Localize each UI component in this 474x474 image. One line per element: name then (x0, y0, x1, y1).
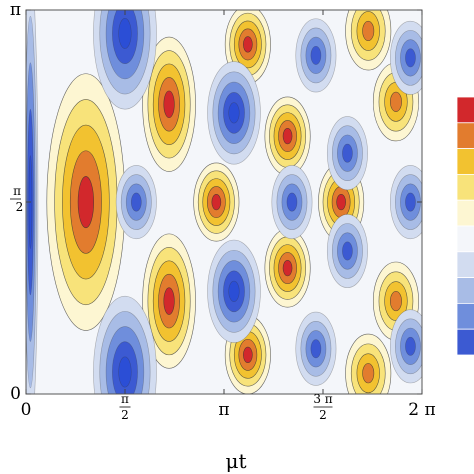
svg-text:0: 0 (21, 400, 32, 420)
trough-20 (295, 311, 337, 386)
svg-text:0: 0 (10, 384, 21, 404)
trough-25 (389, 20, 422, 95)
peak-3 (193, 162, 240, 242)
colorbar (456, 96, 474, 356)
colorbar-swatch-9 (456, 328, 474, 356)
contour-level-4 (282, 127, 293, 145)
trough-24 (389, 165, 422, 240)
svg-text:2: 2 (319, 408, 327, 422)
contour-level-4 (336, 193, 346, 211)
peak-9 (345, 10, 392, 71)
y-tick-label-1: π2 (10, 184, 23, 214)
svg-text:π: π (10, 0, 21, 20)
trough-22 (326, 116, 368, 191)
x-tick-label-2: π (218, 400, 229, 420)
colorbar-swatch-4 (456, 199, 474, 227)
contour-level-3 (130, 192, 142, 212)
trough-13 (26, 10, 39, 394)
contour-level-4 (118, 356, 132, 388)
x-tick-label-3: 3 π2 (313, 392, 332, 422)
x-tick-label-1: π2 (119, 392, 131, 422)
contour-level-4 (211, 193, 222, 211)
svg-text:3 π: 3 π (313, 392, 332, 406)
x-axis-label: μt (225, 449, 246, 473)
peak-7 (264, 228, 311, 308)
contour-level-3 (389, 91, 402, 112)
contour-level-3 (362, 363, 375, 384)
trough-26 (389, 309, 422, 384)
contour-level-4 (228, 280, 240, 302)
contour-level-3 (405, 48, 416, 68)
contour-level-4 (77, 176, 94, 229)
contour-level-4 (243, 346, 253, 364)
x-tick-label-0: 0 (21, 400, 32, 420)
svg-text:2: 2 (16, 200, 24, 214)
colorbar-swatch-8 (456, 302, 474, 330)
trough-23 (326, 214, 368, 288)
trough-14 (93, 10, 157, 110)
trough-19 (295, 18, 337, 93)
peak-10 (345, 333, 392, 394)
peak-6 (264, 96, 311, 176)
colorbar-swatch-6 (456, 251, 474, 279)
contour-level-4 (163, 90, 175, 119)
contour-level-3 (405, 192, 416, 212)
contour-level-4 (163, 287, 175, 315)
contour-level-3 (362, 20, 375, 42)
contour-level-3 (310, 45, 322, 65)
svg-text:2: 2 (121, 408, 129, 422)
trough-21 (271, 165, 313, 240)
contour-level-4 (282, 259, 293, 277)
peak-1 (142, 36, 196, 172)
colorbar-swatch-0 (456, 96, 474, 124)
x-tick-label-4: 2 π (408, 400, 435, 420)
svg-text:π: π (121, 392, 129, 406)
contour-field (26, 10, 422, 394)
colorbar-swatch-1 (456, 122, 474, 150)
svg-text:π: π (13, 184, 21, 198)
peak-0 (46, 73, 126, 331)
contour-level-3 (310, 339, 322, 359)
contour-level-3 (342, 143, 353, 163)
contour-level-3 (342, 241, 353, 261)
contour-level-4 (243, 36, 253, 53)
contour-level-4 (228, 102, 240, 124)
contour-level-3 (389, 291, 402, 312)
y-tick-label-0: 0 (10, 384, 21, 404)
contour-level-3 (405, 336, 416, 356)
contour-level-3 (286, 192, 298, 212)
peak-2 (142, 233, 196, 369)
trough-15 (93, 295, 157, 394)
trough-18 (207, 239, 261, 343)
y-tick-label-2: π (10, 0, 21, 20)
colorbar-swatch-7 (456, 277, 474, 304)
contour-level-4 (118, 17, 132, 49)
svg-text:2 π: 2 π (408, 400, 435, 420)
colorbar-swatch-2 (456, 148, 474, 175)
svg-text:π: π (218, 400, 229, 420)
trough-17 (207, 61, 261, 165)
colorbar-swatch-3 (456, 173, 474, 201)
trough-16 (115, 165, 157, 240)
colorbar-swatch-5 (456, 225, 474, 253)
